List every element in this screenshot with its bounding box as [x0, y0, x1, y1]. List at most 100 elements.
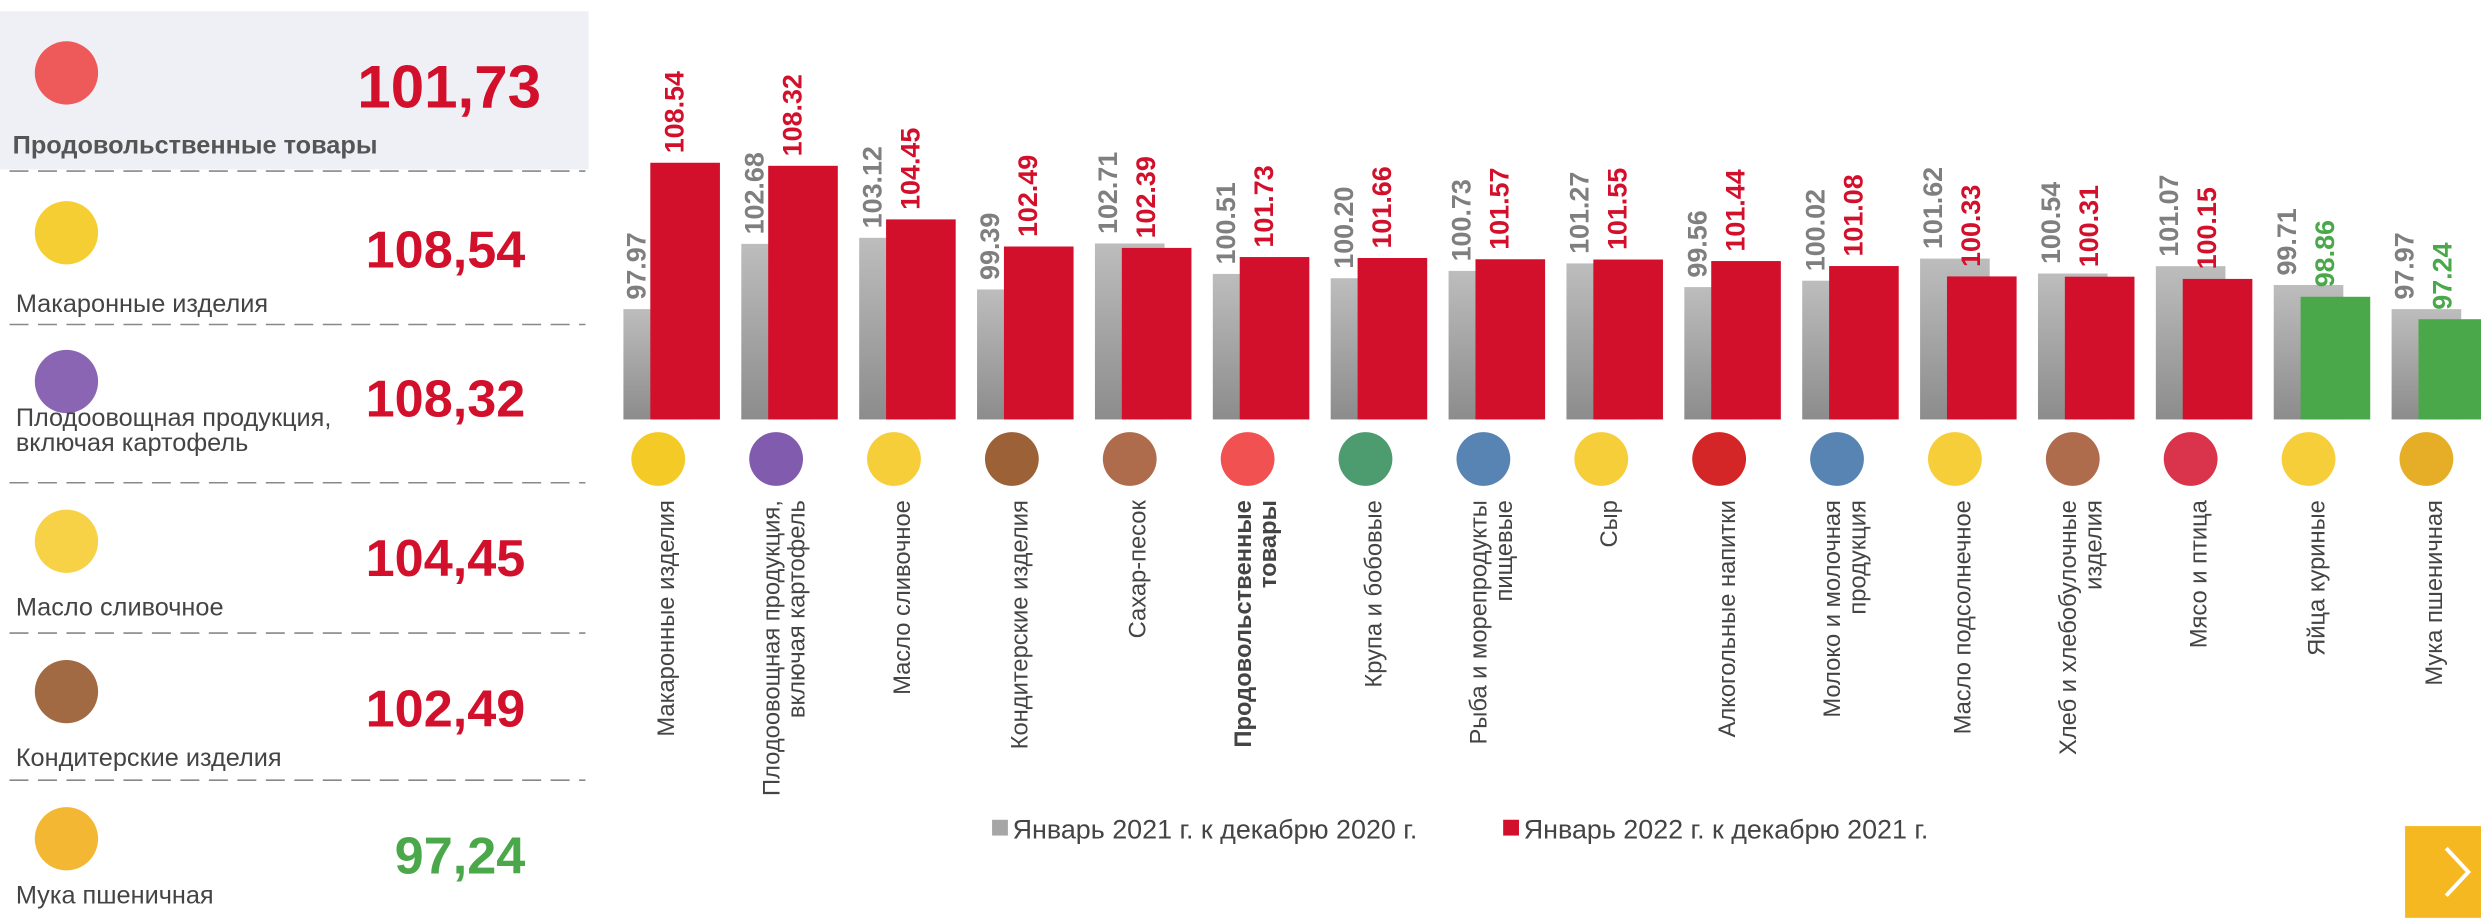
legend-swatch: [1503, 819, 1519, 836]
value-label: 97.24: [2428, 242, 2458, 309]
summary-icon: [34, 509, 99, 573]
bar: [768, 165, 838, 420]
category-icon: [1810, 432, 1864, 486]
value-label: 100.20: [1329, 187, 1359, 269]
value-label: 108.54: [660, 71, 690, 153]
value-label: 100.54: [2036, 182, 2066, 264]
value-label: 104.45: [895, 128, 925, 210]
summary-icon: [34, 659, 99, 724]
value-label: 101.44: [1720, 169, 1750, 251]
category-label: Продовольственныетовары: [1231, 500, 1282, 747]
category-icon: [631, 432, 686, 486]
summary-value: 102,49: [366, 680, 526, 738]
value-label: 99.56: [1682, 210, 1712, 277]
category-label: Масло сливочное: [890, 500, 916, 695]
category-label: Сыр: [1597, 500, 1623, 547]
bar: [2300, 296, 2371, 420]
bar: [1239, 257, 1310, 420]
summary-highlight: [0, 11, 589, 170]
category-label: Мясо и птица: [2186, 499, 2212, 648]
value-label: 102.68: [739, 152, 769, 234]
value-label: 102.39: [1131, 156, 1161, 238]
bar: [1593, 259, 1663, 420]
summary-icon: [34, 807, 99, 871]
bar: [1475, 259, 1546, 420]
summary-label: Мука пшеничная: [16, 882, 214, 910]
legend-swatch: [992, 819, 1008, 836]
legend-label: Январь 2022 г. к декабрю 2021 г.: [1524, 815, 1929, 845]
value-label: 98.86: [2310, 220, 2340, 287]
value-label: 100.15: [2192, 187, 2222, 269]
summary-label: Масло сливочное: [16, 594, 224, 622]
category-icon: [1692, 432, 1747, 486]
bar: [886, 219, 956, 420]
summary-value: 108,32: [366, 370, 526, 428]
summary-icon: [34, 201, 99, 265]
category-label: Яйца куриные: [2304, 500, 2330, 656]
value-label: 101.62: [1918, 167, 1948, 249]
summary-value: 101,73: [357, 54, 541, 121]
category-label: Крупа и бобовые: [1361, 500, 1387, 687]
bar: [1946, 276, 2017, 420]
category-label: Хлеб и хлебобулочныеизделия: [2056, 500, 2107, 755]
bar: [650, 162, 720, 420]
value-label: 100.31: [2074, 185, 2104, 267]
value-label: 101.27: [1565, 172, 1595, 254]
value-label: 101.08: [1838, 174, 1868, 256]
summary-icon: [34, 349, 99, 414]
bar: [2182, 278, 2253, 420]
summary-label: Продовольственные товары: [13, 132, 378, 160]
category-icon: [1338, 432, 1393, 486]
value-label: 101.66: [1367, 166, 1397, 248]
value-label: 102.49: [1013, 155, 1043, 237]
value-label: 100.73: [1447, 179, 1477, 261]
category-label: Масло подсолнечное: [1951, 500, 1977, 734]
summary-label: Кондитерские изделия: [16, 744, 282, 772]
category-label: Кондитерские изделия: [1008, 500, 1034, 749]
value-label: 97.97: [2390, 232, 2420, 299]
summary-label: Макаронные изделия: [16, 290, 268, 318]
value-label: 101.73: [1249, 165, 1279, 247]
summary-value: 108,54: [366, 222, 526, 280]
category-icon: [1574, 432, 1629, 486]
bar: [1003, 246, 1074, 420]
value-label: 97.97: [622, 232, 652, 299]
category-label: Плодоовощная продукция,включая картофель: [759, 500, 810, 796]
category-label: Алкогольные напитки: [1715, 500, 1741, 737]
category-icon: [2045, 432, 2100, 486]
category-icon: [867, 432, 921, 486]
bar: [2064, 276, 2135, 420]
value-label: 100.02: [1800, 189, 1830, 271]
category-label: Макаронные изделия: [654, 500, 680, 737]
value-label: 101.57: [1485, 168, 1515, 250]
bar: [1829, 266, 1899, 420]
summary-value: 97,24: [395, 828, 526, 886]
bar: [2418, 319, 2481, 420]
summary-label: Плодоовощная продукция, включая картофель: [16, 404, 332, 457]
summary-icon: [34, 41, 99, 105]
category-icon: [2399, 432, 2454, 486]
bar: [1357, 258, 1428, 420]
category-icon: [2281, 432, 2336, 486]
value-label: 101.07: [2154, 174, 2184, 256]
bar: [1121, 247, 1192, 420]
category-label: Сахар-песок: [1126, 500, 1152, 639]
category-icon: [749, 432, 804, 486]
category-icon: [1456, 432, 1511, 486]
value-label: 101.55: [1603, 168, 1633, 250]
value-label: 100.33: [1956, 185, 1986, 267]
category-label: Рыба и морепродуктыпищевые: [1467, 500, 1518, 744]
value-label: 99.39: [975, 213, 1005, 280]
next-chevron[interactable]: [2444, 846, 2472, 898]
summary-value: 104,45: [366, 530, 526, 588]
category-label: Молоко и молочнаяпродукция: [1820, 500, 1871, 718]
category-icon: [984, 432, 1039, 486]
value-label: 99.71: [2272, 208, 2302, 275]
bar: [1711, 261, 1781, 420]
category-icon: [1927, 432, 1982, 486]
value-label: 108.32: [777, 74, 807, 156]
category-icon: [2163, 432, 2218, 486]
value-label: 102.71: [1093, 152, 1123, 234]
value-label: 100.51: [1211, 182, 1241, 264]
